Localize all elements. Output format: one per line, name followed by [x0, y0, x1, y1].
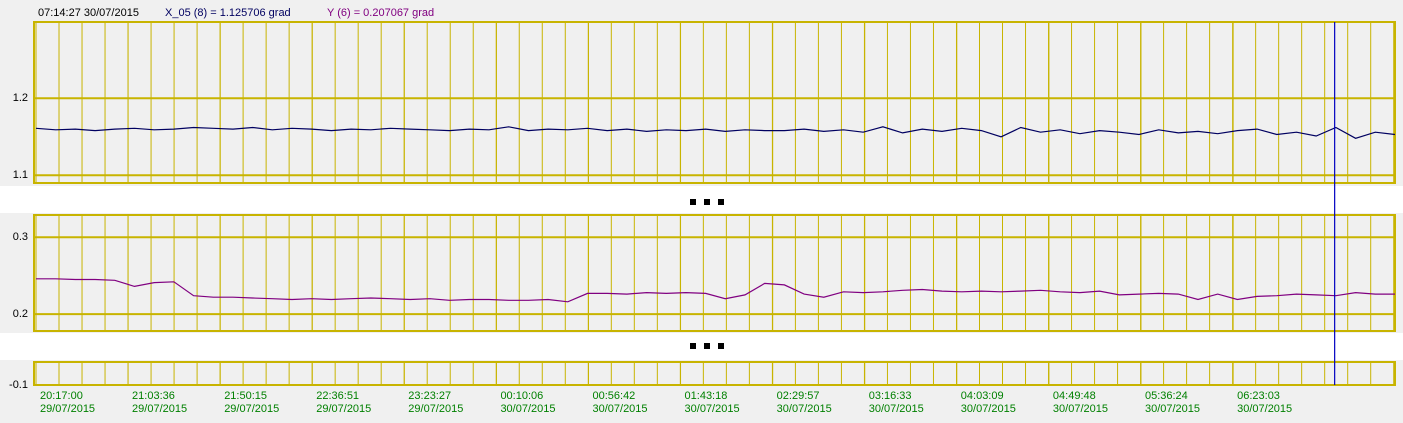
legend-entry: X_05 (8) = 1.125706 grad — [165, 7, 291, 19]
x-tick-time: 05:36:24 — [1145, 390, 1188, 402]
x-tick-time: 01:43:18 — [685, 390, 728, 402]
plot-border — [33, 361, 1396, 386]
x-tick-time: 03:16:33 — [869, 390, 912, 402]
series-line — [35, 126, 1396, 139]
x-tick-time: 00:56:42 — [592, 390, 635, 402]
x-tick-time: 23:23:27 — [408, 390, 451, 402]
x-tick-date: 29/07/2015 — [40, 403, 95, 415]
x-tick-date: 30/07/2015 — [1053, 403, 1108, 415]
x-tick-date: 29/07/2015 — [132, 403, 187, 415]
ellipsis — [690, 199, 724, 349]
plot-border — [33, 21, 1396, 184]
x-tick-date: 30/07/2015 — [685, 403, 740, 415]
x-tick-time: 04:49:48 — [1053, 390, 1096, 402]
legend-entry: Y (6) = 0.207067 grad — [327, 7, 434, 19]
x-tick-time: 02:29:57 — [777, 390, 820, 402]
x-tick-date: 30/07/2015 — [777, 403, 832, 415]
x-tick-date: 30/07/2015 — [500, 403, 555, 415]
x-tick-time: 00:10:06 — [500, 390, 543, 402]
y-tick-label: 1.1 — [13, 169, 28, 181]
x-tick-date: 30/07/2015 — [1145, 403, 1200, 415]
x-tick-time: 21:03:36 — [132, 390, 175, 402]
x-tick-date: 30/07/2015 — [1237, 403, 1292, 415]
y-tick-label: 1.2 — [13, 92, 28, 104]
x-tick-date: 30/07/2015 — [869, 403, 924, 415]
x-tick-date: 30/07/2015 — [592, 403, 647, 415]
x-tick-time: 06:23:03 — [1237, 390, 1280, 402]
x-tick-time: 04:03:09 — [961, 390, 1004, 402]
x-tick-date: 29/07/2015 — [316, 403, 371, 415]
y-tick-label: 0.3 — [13, 231, 28, 243]
x-tick-date: 29/07/2015 — [408, 403, 463, 415]
x-tick-time: 21:50:15 — [224, 390, 267, 402]
y-tick-label: -0.1 — [9, 379, 28, 391]
x-tick-time: 22:36:51 — [316, 390, 359, 402]
separator — [0, 186, 1403, 213]
x-tick-time: 20:17:00 — [40, 390, 83, 402]
cursor-time-time: 07:14:27 — [38, 7, 81, 19]
separator — [0, 333, 1403, 360]
x-tick-date: 30/07/2015 — [961, 403, 1016, 415]
y-tick-label: 0.2 — [13, 308, 28, 320]
plot-border — [33, 214, 1396, 332]
series-line — [36, 278, 1395, 303]
cursor-time-date: 30/07/2015 — [84, 7, 139, 19]
x-tick-date: 29/07/2015 — [224, 403, 279, 415]
cursor-time: 07:14:27 30/07/2015 — [38, 7, 139, 19]
